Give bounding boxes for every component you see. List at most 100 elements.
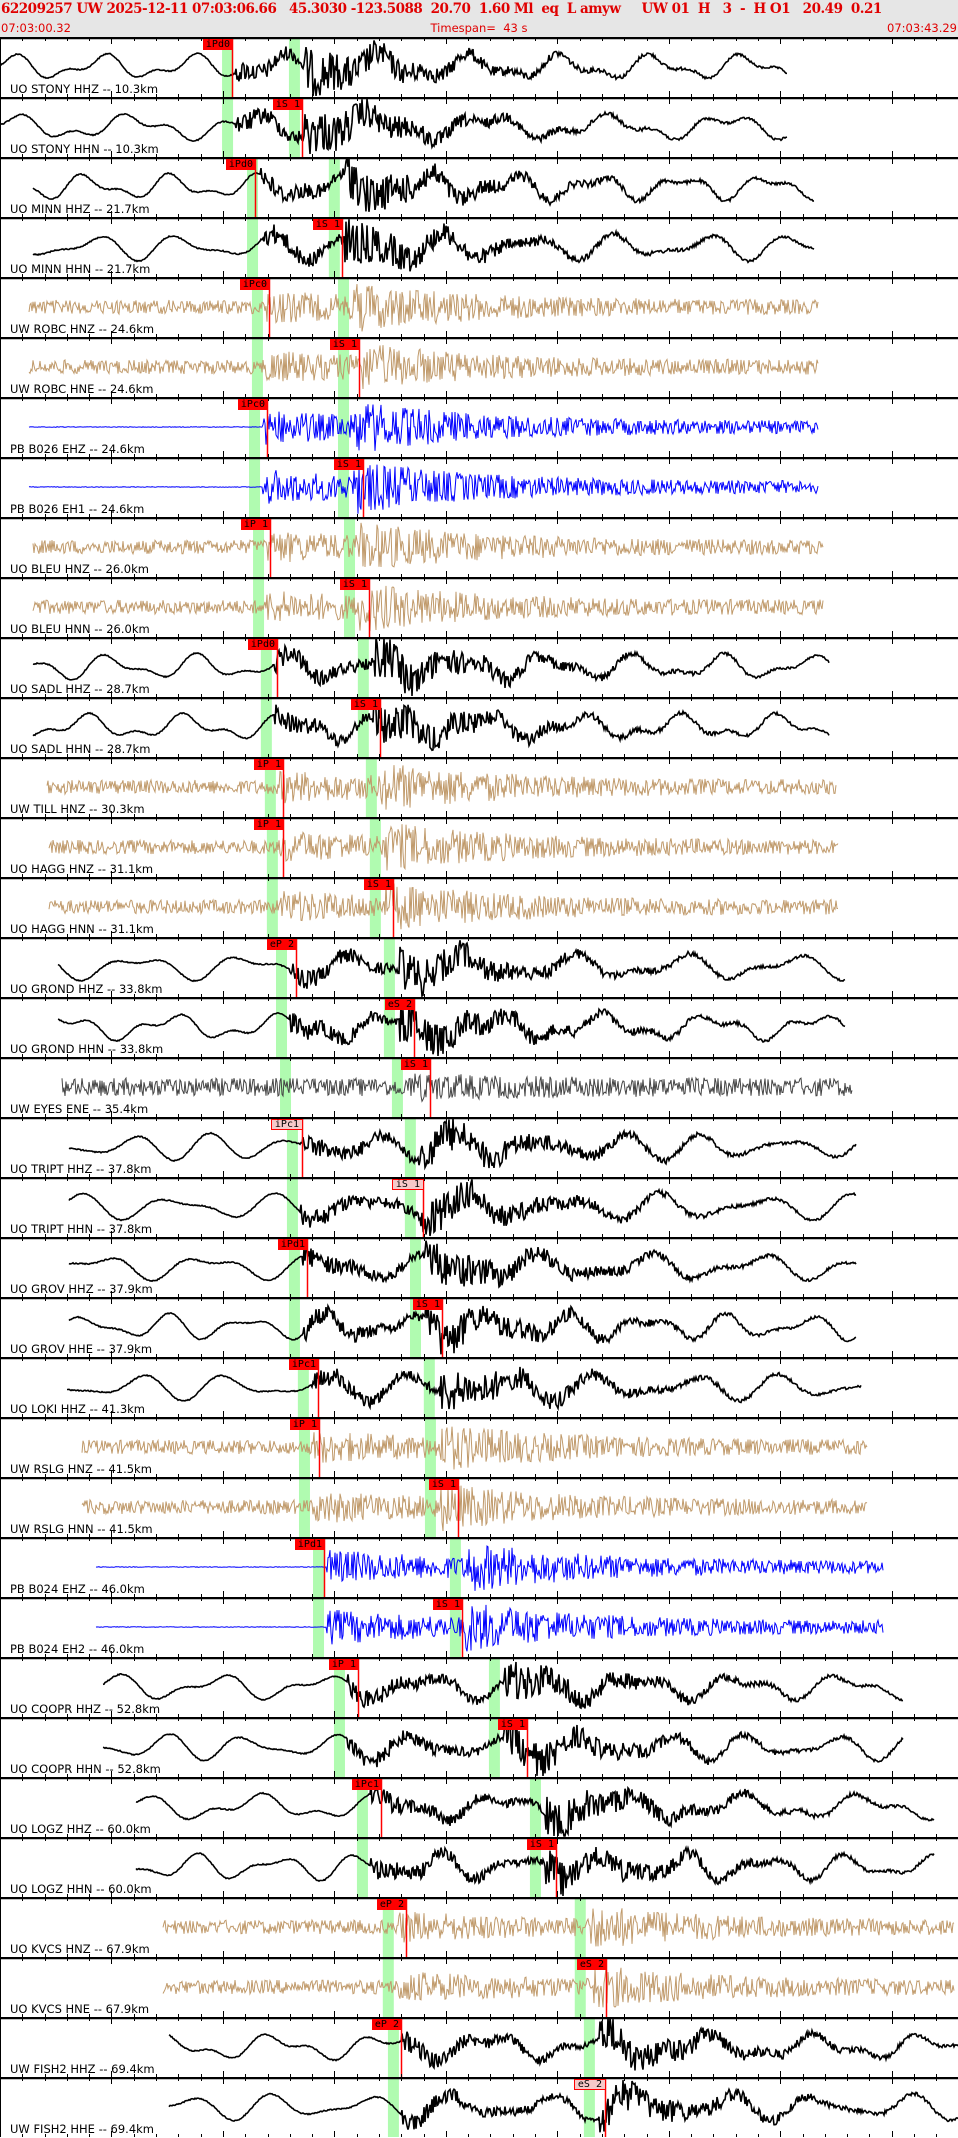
trace-row[interactable]: UO HAGG HNZ -- 31.1km iP 1 [0, 817, 958, 877]
waveform [67, 1366, 862, 1412]
trace-row[interactable]: UO TRIPT HHN -- 37.8km iS 1 [0, 1177, 958, 1237]
pick-label[interactable]: iP 1 [328, 1659, 359, 1670]
trace-row[interactable]: UO LOGZ HHN -- 60.0km iS 1 [0, 1837, 958, 1897]
pick-label[interactable]: iS 1 [312, 219, 343, 230]
predicted-arrival-band [583, 2017, 595, 2077]
trace-row[interactable]: UO BLEU HNN -- 26.0km iS 1 [0, 577, 958, 637]
seismogram-panel[interactable]: UO STONY HHZ -- 10.3km iPd0 UO STONY HHN -… [0, 37, 958, 2138]
pick-label[interactable]: iPd0 [202, 39, 233, 50]
pick-label[interactable]: iPc1 [351, 1779, 382, 1790]
pick-label[interactable]: iPd1 [277, 1239, 308, 1250]
trace-row[interactable]: UO TRIPT HHZ -- 37.8km iPc1 [0, 1117, 958, 1177]
station-label: UO LOGZ HHZ -- 60.0km [10, 1822, 151, 1836]
event-header: 62209257 UW 2025-12-11 07:03:06.66 45.30… [0, 0, 958, 37]
trace-row[interactable]: UO STONY HHZ -- 10.3km iPd0 [0, 37, 958, 97]
station-label: UO STONY HHN -- 10.3km [10, 142, 159, 156]
pick-label[interactable]: iP 1 [253, 819, 284, 830]
pick-label[interactable]: iS 1 [350, 699, 381, 710]
waveform [168, 2017, 958, 2071]
pick-label[interactable]: iS 1 [272, 99, 303, 110]
pick-label[interactable]: iS 1 [428, 1479, 459, 1490]
trace-row[interactable]: UO BLEU HNZ -- 26.0km iP 1 [0, 517, 958, 577]
pick-label[interactable]: iPd1 [294, 1539, 325, 1550]
trace-row[interactable]: UO GROND HHZ -- 33.8km eP 2 [0, 937, 958, 997]
trace-row[interactable]: UW EYES ENE -- 35.4km iS 1 [0, 1057, 958, 1117]
pick-label[interactable]: iS 1 [526, 1839, 557, 1850]
trace-row[interactable]: UW TILL HNZ -- 30.3km iP 1 [0, 757, 958, 817]
trace-row[interactable]: UW FISH2 HHE -- 69.4km eS 2 [0, 2077, 958, 2137]
trace-canvas [0, 157, 958, 217]
pick-label[interactable]: iP 1 [240, 519, 271, 530]
pick-label[interactable]: iS 1 [497, 1719, 528, 1730]
pick-label[interactable]: iS 1 [329, 339, 360, 350]
trace-row[interactable]: UO HAGG HNN -- 31.1km iS 1 [0, 877, 958, 937]
pick-label[interactable]: iP 1 [253, 759, 284, 770]
trace-row[interactable]: UO STONY HHN -- 10.3km iS 1 [0, 97, 958, 157]
pick-label[interactable]: iPc0 [237, 399, 268, 410]
trace-canvas [0, 757, 958, 817]
predicted-arrival-band [383, 997, 395, 1057]
trace-row[interactable]: PB B026 EH1 -- 24.6km iS 1 [0, 457, 958, 517]
predicted-arrival-band [288, 1237, 300, 1297]
pick-label[interactable]: eP 2 [266, 939, 297, 950]
trace-row[interactable]: PB B026 EHZ -- 24.6km iPc0 [0, 397, 958, 457]
predicted-arrival-band [253, 577, 265, 637]
trace-row[interactable]: UO GROV HHZ -- 37.9km iPd1 [0, 1237, 958, 1297]
pick-label[interactable]: iPd0 [247, 639, 278, 650]
predicted-arrival-band [260, 637, 272, 697]
trace-row[interactable]: UW RSLG HNN -- 41.5km iS 1 [0, 1477, 958, 1537]
trace-row[interactable]: UO LOGZ HHZ -- 60.0km iPc1 [0, 1777, 958, 1837]
predicted-arrival-band [357, 697, 369, 757]
trace-row[interactable]: UO COOPR HHN -- 52.8km iS 1 [0, 1717, 958, 1777]
predicted-arrival-band [529, 1837, 541, 1897]
pick-label[interactable]: iP 1 [289, 1419, 320, 1430]
waveform [61, 1073, 853, 1103]
trace-row[interactable]: UO SADL HHZ -- 28.7km iPd0 [0, 637, 958, 697]
predicted-arrival-band [264, 757, 276, 817]
trace-row[interactable]: UO SADL HHN -- 28.7km iS 1 [0, 697, 958, 757]
pick-label[interactable]: eS 2 [576, 1959, 607, 1970]
trace-row[interactable]: UW ROBC HNE -- 24.6km iS 1 [0, 337, 958, 397]
station-label: UO HAGG HNN -- 31.1km [10, 922, 154, 936]
pick-label[interactable]: eP 2 [376, 1899, 407, 1910]
station-label: UO GROV HHZ -- 37.9km [10, 1282, 153, 1296]
trace-row[interactable]: UW RSLG HNZ -- 41.5km iP 1 [0, 1417, 958, 1477]
trace-row[interactable]: UO MINN HHN -- 21.7km iS 1 [0, 217, 958, 277]
pick-label[interactable]: eS 2 [573, 2079, 606, 2090]
trace-row[interactable]: PB B024 EHZ -- 46.0km iPd1 [0, 1537, 958, 1597]
pick-label[interactable]: iS 1 [412, 1299, 443, 1310]
pick-label[interactable]: iS 1 [333, 459, 364, 470]
trace-canvas [0, 217, 958, 277]
trace-canvas [0, 1417, 958, 1477]
trace-row[interactable]: UO GROV HHE -- 37.9km iS 1 [0, 1297, 958, 1357]
trace-row[interactable]: UO GROND HHN -- 33.8km eS 2 [0, 997, 958, 1057]
pick-label[interactable]: iS 1 [400, 1059, 431, 1070]
predicted-arrival-band [369, 877, 381, 937]
pick-label[interactable]: iS 1 [339, 579, 370, 590]
start-time: 07:03:00.32 [1, 21, 71, 35]
predicted-arrival-band [356, 1837, 368, 1897]
predicted-arrival-band [328, 157, 340, 217]
pick-label[interactable]: iPd0 [225, 159, 256, 170]
trace-row[interactable]: UO KVCS HNE -- 67.9km eS 2 [0, 1957, 958, 2017]
pick-label[interactable]: iS 1 [391, 1179, 424, 1190]
trace-row[interactable]: PB B024 EH2 -- 46.0km iS 1 [0, 1597, 958, 1657]
pick-label[interactable]: iPc1 [288, 1359, 319, 1370]
pick-label[interactable]: eP 2 [371, 2019, 402, 2030]
station-label: UO SADL HHN -- 28.7km [10, 742, 151, 756]
pick-label[interactable]: iS 1 [432, 1599, 463, 1610]
pick-label[interactable]: iPc1 [270, 1119, 303, 1130]
trace-row[interactable]: UO LOKI HHZ -- 41.3km iPc1 [0, 1357, 958, 1417]
pick-label[interactable]: eS 2 [384, 999, 415, 1010]
trace-row[interactable]: UW FISH2 HHZ -- 69.4km eP 2 [0, 2017, 958, 2077]
trace-row[interactable]: UO COOPR HHZ -- 52.8km iP 1 [0, 1657, 958, 1717]
station-label: UO TRIPT HHN -- 37.8km [10, 1222, 153, 1236]
pick-label[interactable]: iS 1 [363, 879, 394, 890]
waveform [68, 1117, 857, 1171]
trace-row[interactable]: UO MINN HHZ -- 21.7km iPd0 [0, 157, 958, 217]
pick-label[interactable]: iPc0 [239, 279, 270, 290]
station-label: UW RSLG HNN -- 41.5km [10, 1522, 153, 1536]
waveform [28, 284, 819, 332]
trace-row[interactable]: UO KVCS HNZ -- 67.9km eP 2 [0, 1897, 958, 1957]
trace-row[interactable]: UW ROBC HNZ -- 24.6km iPc0 [0, 277, 958, 337]
